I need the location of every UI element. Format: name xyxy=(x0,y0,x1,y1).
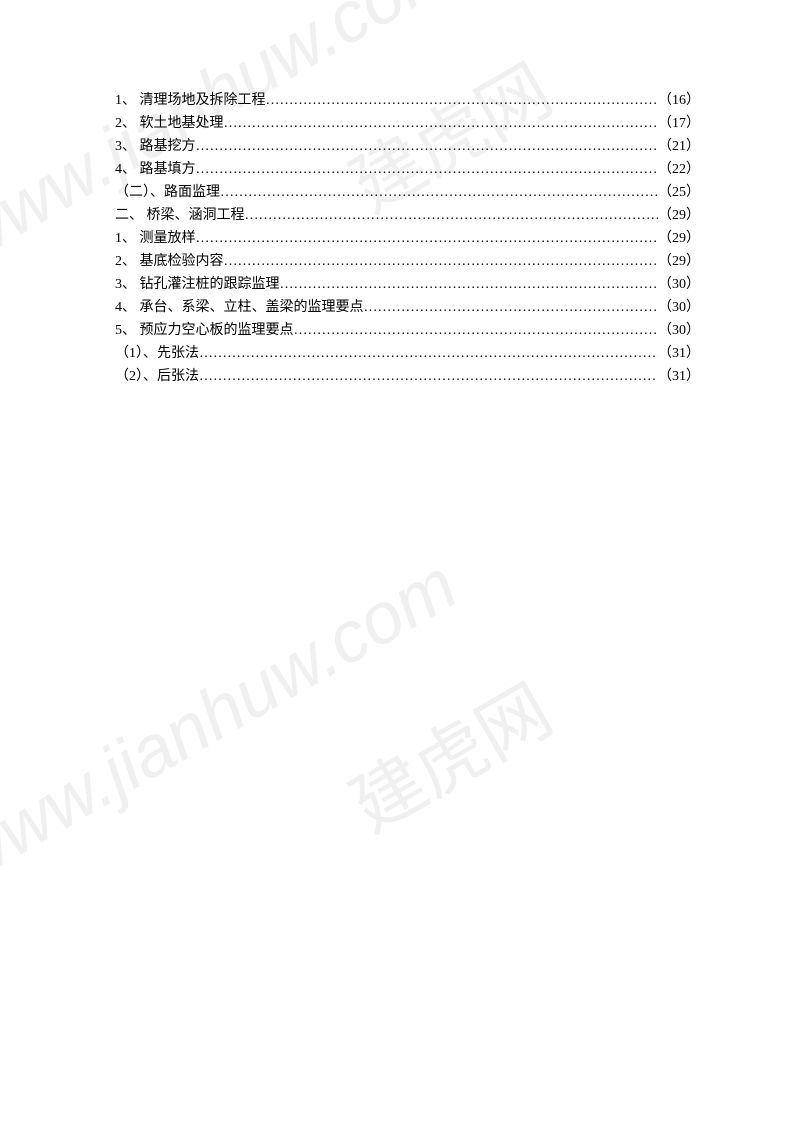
toc-page: （29） xyxy=(658,205,700,226)
toc-line: 2、 软土地基处理 （17） xyxy=(115,113,700,134)
toc-content: 1、 清理场地及拆除工程 （16） 2、 软土地基处理 （17） 3、 路基挖方… xyxy=(0,0,800,387)
watermark-en-2: www.jianhuw.com xyxy=(0,543,471,898)
toc-page: （16） xyxy=(658,90,700,111)
toc-label: 1、 清理场地及拆除工程 xyxy=(115,90,266,111)
toc-dots xyxy=(280,274,659,295)
toc-page: （29） xyxy=(658,251,700,272)
toc-label: 4、 路基填方 xyxy=(115,159,196,180)
toc-line: 4、 承台、系梁、立柱、盖梁的监理要点 （30） xyxy=(115,297,700,318)
watermark-cn-2: 建虎网 xyxy=(328,653,568,852)
toc-dots xyxy=(294,320,659,341)
toc-page: （21） xyxy=(658,136,700,157)
toc-label: 5、 预应力空心板的监理要点 xyxy=(115,320,294,341)
toc-line: （二）、路面监理 （25） xyxy=(115,182,700,203)
toc-page: （25） xyxy=(658,182,700,203)
toc-label: （1）、先张法 xyxy=(115,343,199,364)
toc-label: 3、 路基挖方 xyxy=(115,136,196,157)
toc-dots xyxy=(199,366,658,387)
toc-dots xyxy=(196,159,659,180)
toc-label: （2）、后张法 xyxy=(115,366,199,387)
toc-dots xyxy=(364,297,659,318)
toc-page: （17） xyxy=(658,113,700,134)
toc-dots xyxy=(224,251,659,272)
toc-line: 2、 基底检验内容 （29） xyxy=(115,251,700,272)
toc-label: （二）、路面监理 xyxy=(115,182,220,203)
toc-line: 1、 清理场地及拆除工程 （16） xyxy=(115,90,700,111)
toc-line: 3、 路基挖方 （21） xyxy=(115,136,700,157)
toc-label: 2、 软土地基处理 xyxy=(115,113,224,134)
toc-page: （29） xyxy=(658,228,700,249)
toc-label: 3、 钻孔灌注桩的跟踪监理 xyxy=(115,274,280,295)
toc-page: （30） xyxy=(658,274,700,295)
toc-page: （30） xyxy=(658,320,700,341)
toc-line: 3、 钻孔灌注桩的跟踪监理 （30） xyxy=(115,274,700,295)
toc-dots xyxy=(224,113,659,134)
toc-dots xyxy=(245,205,659,226)
toc-dots xyxy=(196,136,659,157)
toc-label: 4、 承台、系梁、立柱、盖梁的监理要点 xyxy=(115,297,364,318)
toc-label: 二、 桥梁、涵洞工程 xyxy=(115,205,245,226)
toc-page: （31） xyxy=(658,343,700,364)
toc-dots xyxy=(220,182,658,203)
toc-dots xyxy=(196,228,659,249)
toc-line: 4、 路基填方 （22） xyxy=(115,159,700,180)
toc-page: （30） xyxy=(658,297,700,318)
toc-line: （1）、先张法 （31） xyxy=(115,343,700,364)
toc-line: 1、 测量放样 （29） xyxy=(115,228,700,249)
toc-page: （31） xyxy=(658,366,700,387)
toc-dots xyxy=(266,90,659,111)
toc-dots xyxy=(199,343,658,364)
toc-label: 2、 基底检验内容 xyxy=(115,251,224,272)
toc-line: 5、 预应力空心板的监理要点 （30） xyxy=(115,320,700,341)
toc-label: 1、 测量放样 xyxy=(115,228,196,249)
toc-page: （22） xyxy=(658,159,700,180)
toc-line: （2）、后张法 （31） xyxy=(115,366,700,387)
toc-line: 二、 桥梁、涵洞工程 （29） xyxy=(115,205,700,226)
